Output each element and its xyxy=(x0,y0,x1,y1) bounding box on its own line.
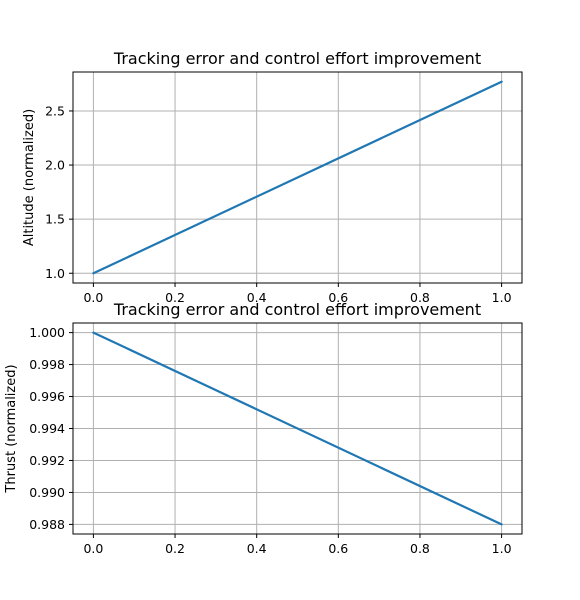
top-x-tick-label: 0.8 xyxy=(410,290,430,305)
top-y-tick-label: 1.0 xyxy=(45,266,65,281)
bottom-x-tick-label: 0.2 xyxy=(165,541,185,556)
top-chart-title: Tracking error and control effort improv… xyxy=(113,49,481,68)
top-x-tick-label: 0.6 xyxy=(328,290,348,305)
top-y-tick-label: 1.5 xyxy=(45,212,65,227)
bottom-y-tick-label: 0.988 xyxy=(29,517,65,532)
bottom-x-tick-label: 0.0 xyxy=(83,541,103,556)
bottom-chart-title: Tracking error and control effort improv… xyxy=(113,300,481,319)
top-x-tick-label: 0.0 xyxy=(83,290,103,305)
bottom-y-tick-label: 0.994 xyxy=(29,421,65,436)
top-y-tick-label: 2.0 xyxy=(45,158,65,173)
bottom-y-tick-label: 0.990 xyxy=(29,485,65,500)
top-x-tick-label: 1.0 xyxy=(492,290,512,305)
bottom-x-tick-label: 0.8 xyxy=(410,541,430,556)
top-plot-frame xyxy=(72,71,523,284)
bottom-y-axis-label: Thrust (normalized) xyxy=(4,364,19,493)
bottom-series-line xyxy=(92,331,503,526)
bottom-x-tick-label: 0.6 xyxy=(328,541,348,556)
bottom-x-tick-label: 1.0 xyxy=(492,541,512,556)
top-y-axis-label: Altitude (normalized) xyxy=(22,109,37,246)
bottom-y-tick-label: 0.998 xyxy=(29,357,65,372)
bottom-y-tick-label: 0.996 xyxy=(29,389,65,404)
bottom-y-tick-label: 0.992 xyxy=(29,453,65,468)
bottom-x-tick-label: 0.4 xyxy=(247,541,267,556)
bottom-chart-axes: 0.0 0.2 0.4 0.6 0.8 1.0 0.988 0.990 0.992 0.994 0.… xyxy=(4,300,523,556)
top-x-tick-label: 0.4 xyxy=(247,290,267,305)
top-series-line xyxy=(92,80,503,275)
top-y-tick-label: 2.5 xyxy=(45,103,65,118)
top-chart-axes: 0.0 0.2 0.4 0.6 0.8 1.0 1.0 1.5 2.0 2.5 Altitude (… xyxy=(22,49,523,305)
bottom-y-tick-label: 1.000 xyxy=(29,325,65,340)
top-x-tick-label: 0.2 xyxy=(165,290,185,305)
